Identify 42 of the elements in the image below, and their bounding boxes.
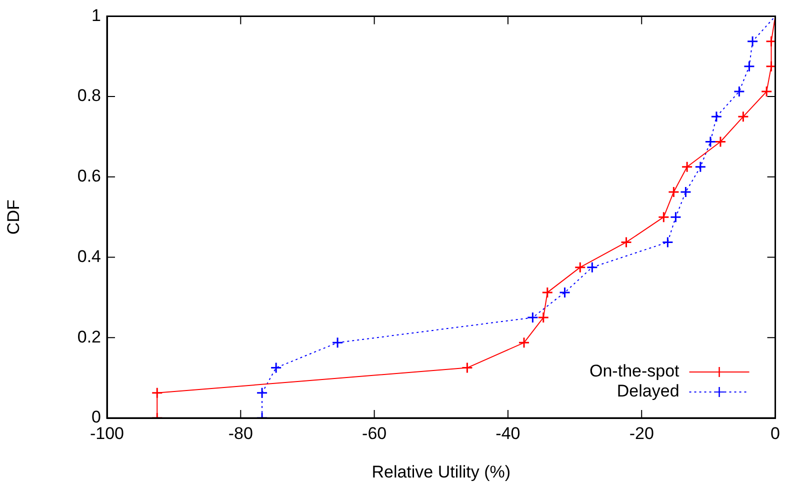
point	[538, 312, 550, 324]
point	[714, 136, 726, 148]
legend-label: On-the-spot	[590, 362, 680, 381]
y-tick-label: 0.2	[77, 327, 101, 346]
point	[680, 186, 692, 198]
point	[518, 336, 530, 348]
point	[681, 161, 693, 173]
x-tick-label: -40	[496, 424, 520, 443]
point	[256, 387, 268, 399]
y-tick-label: 0.8	[77, 86, 101, 106]
x-tick-label: -60	[362, 424, 387, 443]
y-tick-label: 0.4	[77, 246, 101, 266]
point	[574, 262, 586, 274]
point	[658, 211, 670, 223]
point	[668, 186, 680, 198]
point	[760, 86, 772, 98]
point	[746, 36, 758, 48]
point	[694, 161, 706, 173]
y-axis-title: CDF	[4, 200, 23, 235]
point	[270, 362, 282, 374]
y-tick-label: 1	[92, 6, 101, 25]
point	[710, 110, 722, 122]
point	[559, 286, 571, 298]
legend-label: Delayed	[616, 382, 680, 401]
y-tick-label: 0.6	[77, 166, 101, 186]
point	[332, 336, 344, 348]
point	[662, 236, 674, 248]
point	[620, 236, 632, 248]
point	[151, 387, 163, 399]
point	[461, 362, 473, 374]
x-tick-label: 0	[770, 424, 780, 443]
point	[670, 211, 682, 223]
point	[586, 262, 598, 274]
point	[526, 312, 538, 324]
point	[542, 286, 554, 298]
point	[733, 86, 745, 98]
point	[704, 136, 716, 148]
x-tick-label: -20	[629, 424, 654, 443]
point	[743, 60, 755, 72]
x-tick-label: -80	[228, 424, 253, 443]
point	[737, 110, 749, 122]
x-axis-title: Relative Utility (%)	[372, 462, 511, 482]
